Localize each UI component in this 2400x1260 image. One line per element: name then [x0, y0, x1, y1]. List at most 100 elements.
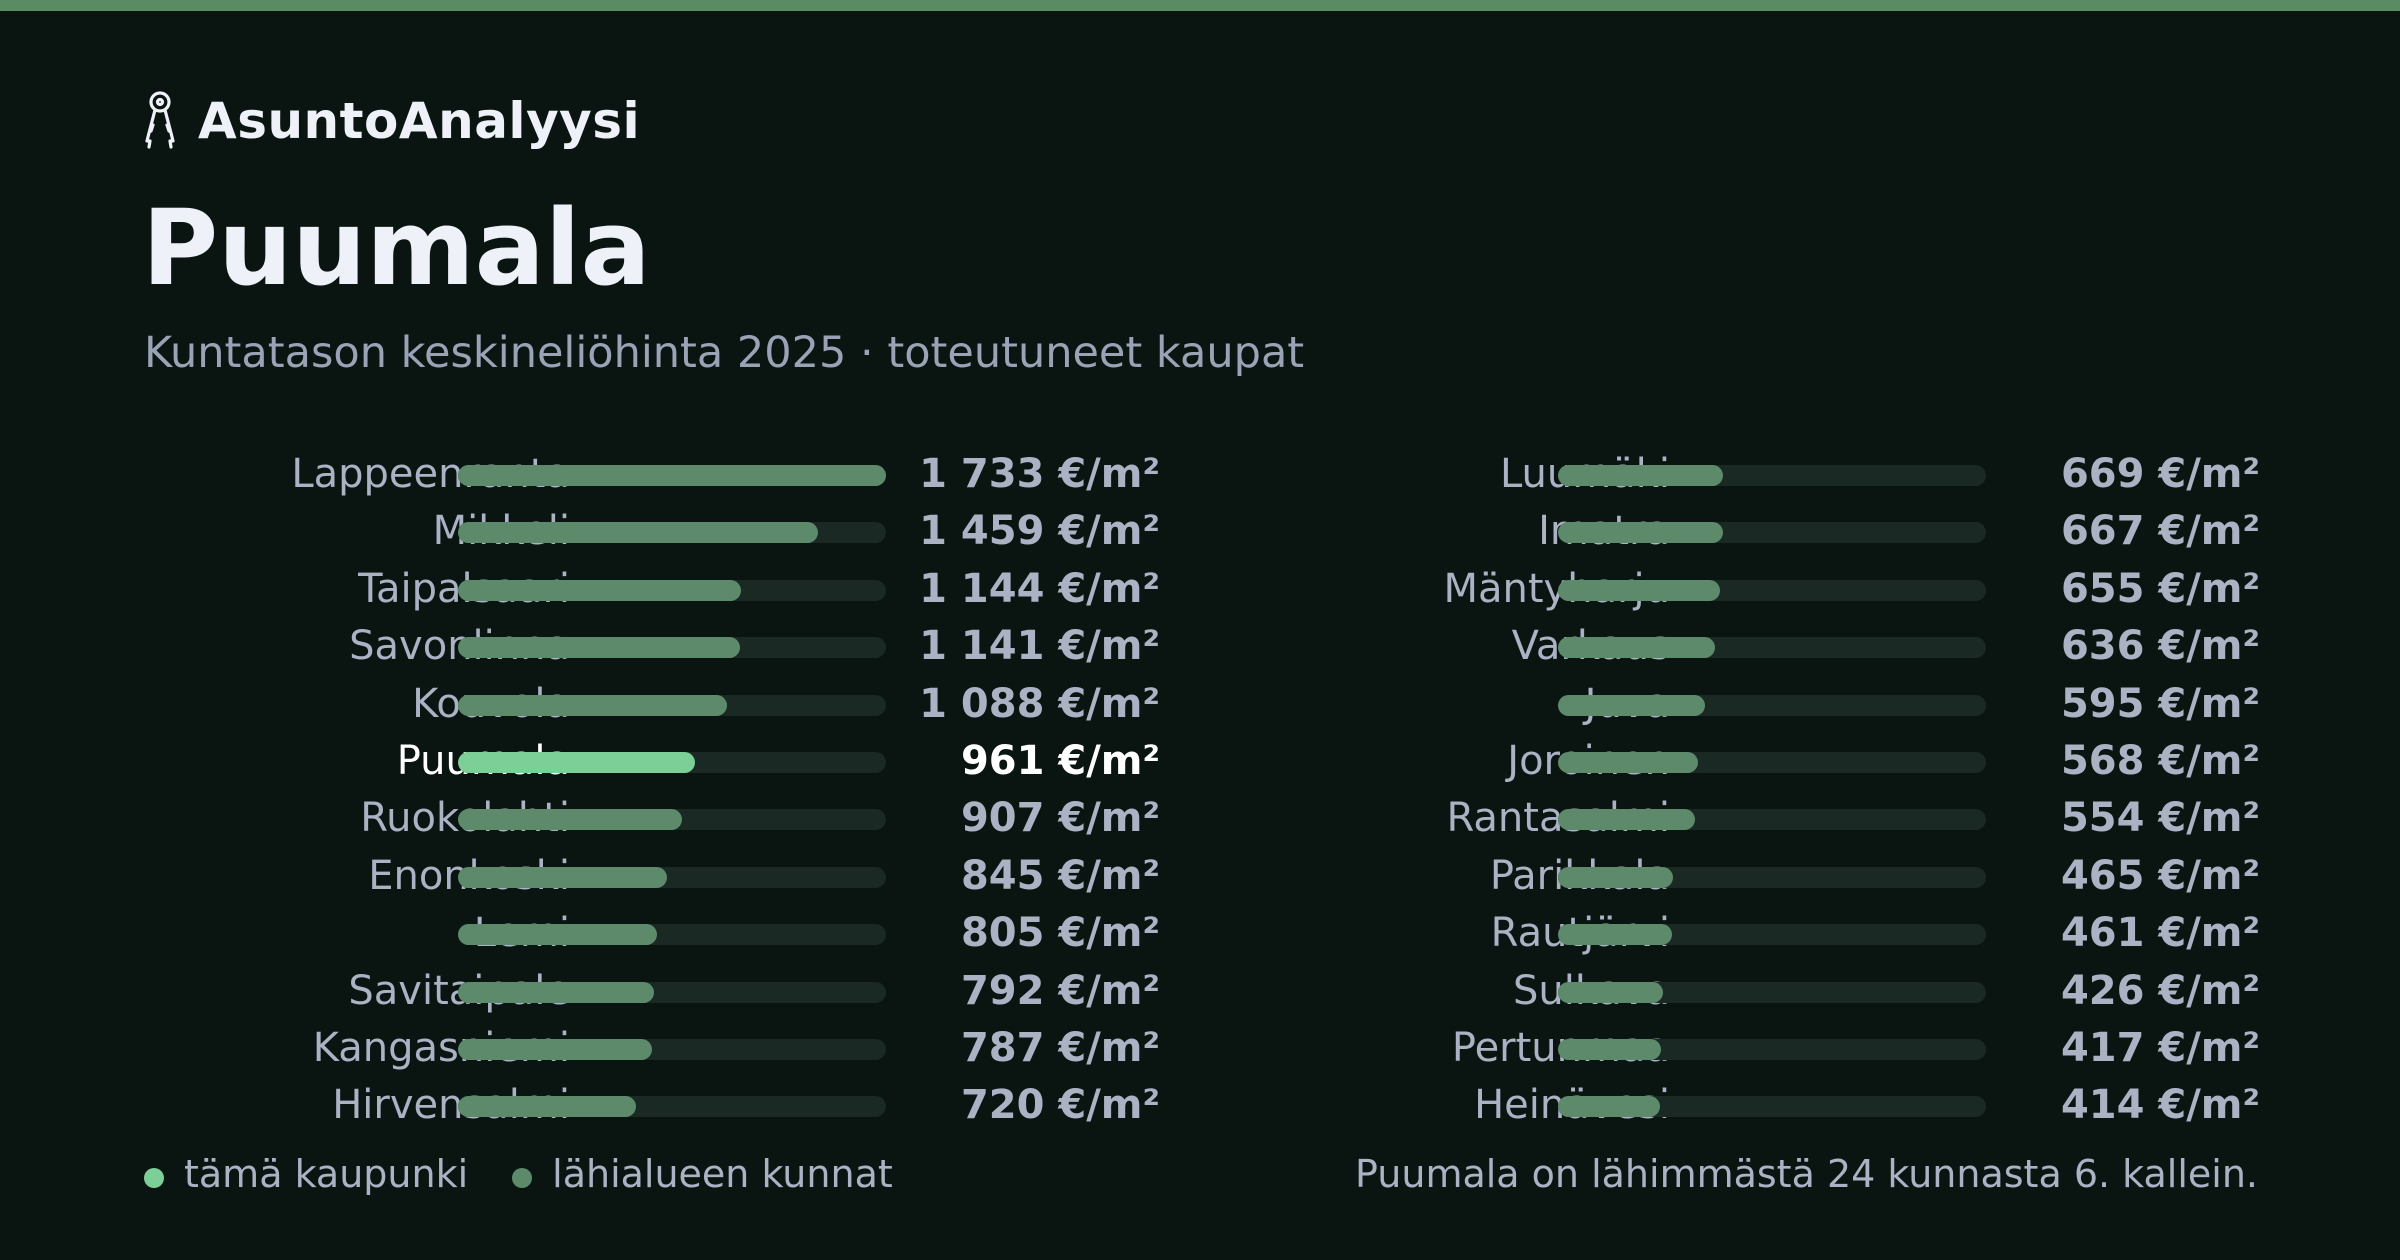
bar-value-label: 414 €/m²	[2060, 1082, 2260, 1129]
bar-track	[1558, 981, 1986, 1003]
bar-track	[458, 1038, 886, 1060]
bar-value-label: 655 €/m²	[2060, 565, 2260, 612]
bar	[458, 637, 740, 659]
bar-track	[458, 924, 886, 946]
bar-row: Lemi805 €/m²	[140, 905, 1160, 962]
legend-label-neighbor: lähialueen kunnat	[552, 1152, 893, 1196]
bar-value-label: 669 €/m²	[2060, 451, 2260, 497]
bar-value-label: 554 €/m²	[2060, 795, 2260, 842]
bar	[458, 751, 695, 773]
bar-track	[1558, 809, 1986, 831]
bar	[1558, 866, 1673, 888]
bar-track	[458, 751, 886, 773]
legend-dot-neighbor	[512, 1168, 533, 1188]
bar-value-label: 792 €/m²	[960, 967, 1160, 1014]
bar	[1558, 465, 1723, 486]
bar-row: Savonlinna1 141 €/m²	[140, 618, 1160, 675]
bar-row: Kouvola1 088 €/m²	[140, 676, 1160, 733]
bar-value-label: 1 733 €/m²	[919, 451, 1160, 497]
bar	[458, 981, 654, 1003]
bar-value-label: 595 €/m²	[2060, 680, 2260, 727]
bar-value-label: 1 144 €/m²	[919, 565, 1160, 612]
bar-row: Taipalsaari1 144 €/m²	[140, 561, 1160, 618]
brand: AsuntoAnalyysi	[140, 86, 640, 156]
bar-track	[458, 637, 886, 659]
bar-track	[458, 981, 886, 1003]
bar-value-label: 1 141 €/m²	[919, 623, 1160, 670]
bar-row: Rantasalmi554 €/m²	[1240, 790, 2260, 847]
bar-row: Savitaipale792 €/m²	[140, 963, 1160, 1020]
bar	[458, 1096, 636, 1118]
bar	[458, 694, 727, 716]
bar-row: Ruokolahti907 €/m²	[140, 790, 1160, 847]
bar-row: Lappeenranta 1 733 €/m²	[140, 446, 1160, 503]
bar-row: Parikkala465 €/m²	[1240, 848, 2260, 905]
bar-track	[458, 694, 886, 716]
keys-icon	[140, 89, 180, 153]
bar-row: Joroinen568 €/m²	[1240, 733, 2260, 790]
brand-name: AsuntoAnalyysi	[198, 92, 641, 150]
bar-value-label: 636 €/m²	[2060, 623, 2260, 670]
bar-track	[458, 579, 886, 601]
bar-row: Kangasniemi 787 €/m²	[140, 1020, 1160, 1077]
bar-value-label: 805 €/m²	[960, 910, 1160, 957]
bar-row: Mäntyharju 655 €/m²	[1240, 561, 2260, 618]
bar-track	[1558, 694, 1986, 716]
top-accent-strip	[0, 0, 2400, 11]
bar-row: Hirvensalmi 720 €/m²	[140, 1077, 1160, 1134]
bar-row: Luumäki669 €/m²	[1240, 446, 2260, 503]
bar-track	[458, 522, 886, 544]
bar-track	[1558, 522, 1986, 544]
ranking-footnote: Puumala on lähimmästä 24 kunnasta 6. kal…	[1355, 1152, 2258, 1196]
bar-track	[1558, 1038, 1986, 1060]
bar-row: Varkaus636 €/m²	[1240, 618, 2260, 675]
bar-value-label: 667 €/m²	[2060, 508, 2260, 555]
bar-value-label: 465 €/m²	[2060, 852, 2260, 899]
page-title: Puumala	[142, 187, 651, 309]
bar-row: Imatra667 €/m²	[1240, 503, 2260, 560]
bar-value-label: 1 088 €/m²	[919, 680, 1160, 727]
bar-track	[1558, 751, 1986, 773]
legend-label-highlight: tämä kaupunki	[184, 1152, 469, 1196]
bar	[1558, 924, 1672, 946]
bar-track	[458, 465, 886, 486]
bar-track	[1558, 465, 1986, 486]
bar-value-label: 1 459 €/m²	[919, 508, 1160, 555]
bar	[1558, 522, 1723, 544]
legend-item-highlight: tämä kaupunki	[144, 1152, 468, 1196]
bar	[1558, 694, 1705, 716]
bar	[1558, 637, 1715, 659]
bar-row: Pertunmaa417 €/m²	[1240, 1020, 2260, 1077]
bar-value-label: 961 €/m²	[960, 737, 1160, 784]
bar	[458, 809, 682, 831]
bar-value-label: 720 €/m²	[960, 1082, 1160, 1129]
bar	[458, 579, 741, 601]
bar-value-label: 426 €/m²	[2060, 967, 2260, 1014]
bar	[458, 866, 667, 888]
bar-row: Mikkeli1 459 €/m²	[140, 503, 1160, 560]
bar-track	[1558, 579, 1986, 601]
bar-track	[1558, 924, 1986, 946]
legend-dot-highlight	[144, 1168, 164, 1188]
bar-value-label: 907 €/m²	[960, 795, 1160, 842]
bar-row: Rautjärvi461 €/m²	[1240, 905, 2260, 962]
bar-row: Enonkoski845 €/m²	[140, 848, 1160, 905]
bar-track	[458, 809, 886, 831]
bar	[1558, 751, 1698, 773]
bar-column-right: Luumäki669 €/m²Imatra667 €/m²Mäntyharju6…	[1240, 446, 2260, 1135]
bar-value-label: 417 €/m²	[2060, 1024, 2260, 1071]
bar-value-label: 568 €/m²	[2060, 737, 2260, 784]
bar-track	[1558, 1096, 1986, 1118]
legend-item-neighbor: lähialueen kunnat	[512, 1152, 893, 1196]
bar	[458, 1038, 652, 1060]
bar-row: Heinävesi414 €/m²	[1240, 1077, 2260, 1134]
bar	[458, 924, 657, 946]
bar-value-label: 461 €/m²	[2060, 910, 2260, 957]
page-subtitle: Kuntatason keskineliöhinta 2025 · toteut…	[144, 328, 1305, 378]
bar	[1558, 1096, 1660, 1118]
bar	[458, 522, 818, 544]
legend: tämä kaupunki lähialueen kunnat	[144, 1152, 937, 1196]
bar	[458, 465, 886, 486]
bar	[1558, 579, 1720, 601]
